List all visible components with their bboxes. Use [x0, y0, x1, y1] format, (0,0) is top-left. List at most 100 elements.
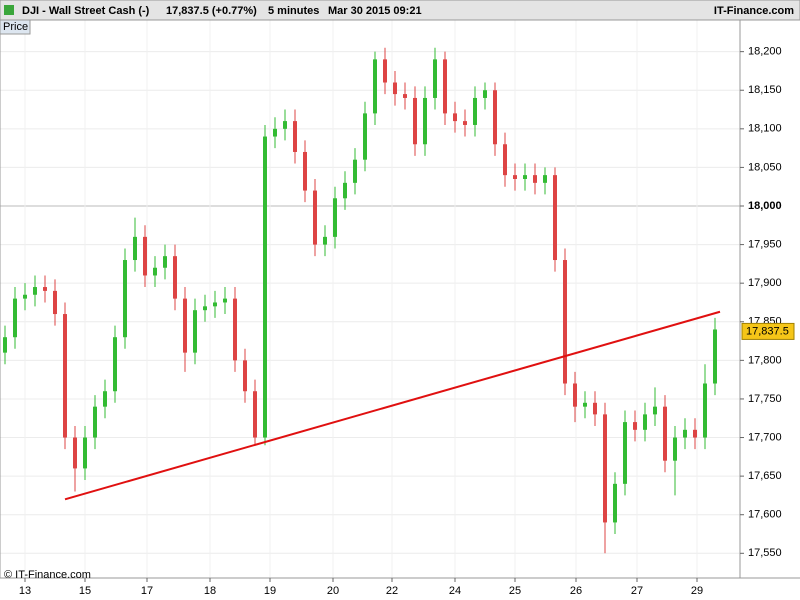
y-tick-label: 18,100 [748, 123, 782, 135]
x-tick-label: 27 [631, 585, 643, 597]
candle-body [673, 437, 677, 461]
candle-body [263, 136, 267, 438]
candle-body [663, 406, 667, 461]
x-tick-label: 15 [79, 585, 91, 597]
candle-body [3, 337, 7, 353]
symbol: DJI - Wall Street Cash (-) [22, 5, 150, 17]
candle-body [693, 429, 697, 438]
candle-body [483, 90, 487, 98]
quote: 17,837.5 (+0.77%) [166, 5, 257, 17]
y-tick-label: 17,550 [748, 547, 782, 559]
candle-body [443, 59, 447, 114]
candle-body [563, 260, 567, 384]
y-tick-label: 18,050 [748, 161, 782, 173]
candle-body [593, 402, 597, 415]
candle-body [633, 422, 637, 430]
candle-body [283, 121, 287, 129]
candle-body [503, 144, 507, 176]
candle-body [553, 175, 557, 261]
interval: 5 minutes [268, 5, 319, 17]
y-tick-label: 17,700 [748, 431, 782, 443]
candle-body [543, 175, 547, 183]
candle-body [513, 175, 517, 179]
candle-body [303, 151, 307, 191]
candle-body [23, 294, 27, 299]
last-price-box [741, 322, 795, 340]
y-tick-label: 18,150 [748, 84, 782, 96]
candle-body [83, 437, 87, 469]
candle-body [133, 236, 137, 261]
candle-body [433, 59, 437, 98]
candle-body [423, 97, 427, 145]
candle-body [43, 287, 47, 291]
trendline [64, 310, 721, 501]
panel-label-box [0, 19, 31, 35]
y-tick-label: 17,600 [748, 509, 782, 521]
candle-body [273, 128, 277, 137]
y-tick-label: 17,800 [748, 354, 782, 366]
candle-body [623, 422, 627, 484]
x-tick-label: 20 [327, 585, 339, 597]
candle-body [333, 198, 337, 237]
candle-body [413, 97, 417, 145]
candle-body [243, 360, 247, 392]
candle-body [213, 302, 217, 307]
candle-body [703, 383, 707, 438]
candle-body [223, 298, 227, 303]
candle-body [453, 113, 457, 122]
candle-body [583, 402, 587, 407]
candle-body [383, 59, 387, 83]
candle-body [463, 121, 467, 125]
brand: IT-Finance.com [714, 5, 794, 17]
candle-body [53, 290, 57, 315]
x-tick-label: 22 [386, 585, 398, 597]
candle-body [63, 314, 67, 438]
candle-body [193, 310, 197, 353]
last-price-label: 17,837.5 [746, 325, 789, 337]
icon [4, 5, 14, 15]
panel-label: Price [3, 21, 28, 33]
y-tick-label: 17,750 [748, 393, 782, 405]
candle-body [293, 121, 297, 152]
candle-body [313, 190, 317, 245]
candle-body [343, 182, 347, 199]
candle-body [33, 287, 37, 295]
candle-body [93, 406, 97, 438]
candle-body [163, 256, 167, 268]
candle-body [353, 159, 357, 183]
x-tick-label: 29 [691, 585, 703, 597]
x-tick-label: 25 [509, 585, 521, 597]
x-tick-label: 17 [141, 585, 153, 597]
candle-body [323, 236, 327, 245]
y-tick-label: 17,950 [748, 238, 782, 250]
candle-body [153, 267, 157, 276]
y-tick-label: 18,200 [748, 46, 782, 58]
candle-body [13, 298, 17, 338]
candle-body [173, 256, 177, 299]
candle-body [103, 391, 107, 407]
candle-body [233, 298, 237, 361]
candle-body [373, 59, 377, 114]
y-tick-label: 17,900 [748, 277, 782, 289]
candle-body [613, 483, 617, 523]
footer: © IT-Finance.com [4, 569, 91, 581]
candle-body [143, 236, 147, 276]
candle-body [183, 298, 187, 353]
candle-body [253, 391, 257, 438]
candle-body [533, 175, 537, 183]
x-tick-label: 19 [264, 585, 276, 597]
x-tick-label: 13 [19, 585, 31, 597]
candle-body [363, 113, 367, 160]
candle-body [73, 437, 77, 469]
x-tick-label: 24 [449, 585, 461, 597]
candle-body [653, 406, 657, 415]
candle-body [403, 94, 407, 98]
candle-body [473, 97, 477, 125]
candle-body [603, 414, 607, 523]
plot-frame [0, 19, 741, 579]
candle-body [113, 337, 117, 392]
candle-body [643, 414, 647, 430]
candle-body [393, 82, 397, 95]
y-tick-label: 18,000 [748, 200, 782, 212]
